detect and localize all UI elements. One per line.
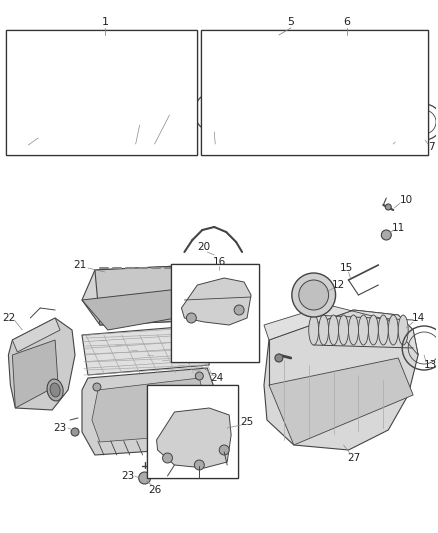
Circle shape <box>106 101 124 119</box>
Bar <box>7 30 198 155</box>
Polygon shape <box>12 318 60 352</box>
Text: 6: 6 <box>343 17 350 27</box>
Text: 22: 22 <box>2 313 15 323</box>
Text: 16: 16 <box>212 257 226 267</box>
Circle shape <box>219 445 229 455</box>
Ellipse shape <box>398 315 408 345</box>
Text: 21: 21 <box>73 260 87 270</box>
Bar <box>147 385 238 478</box>
Ellipse shape <box>50 383 60 397</box>
Circle shape <box>275 354 283 362</box>
Ellipse shape <box>349 315 358 345</box>
Text: 10: 10 <box>399 195 413 205</box>
Polygon shape <box>264 310 418 450</box>
Text: 13: 13 <box>424 360 437 370</box>
Polygon shape <box>264 305 418 355</box>
Text: 23: 23 <box>121 471 134 481</box>
Polygon shape <box>156 408 231 468</box>
Text: 3: 3 <box>274 358 280 368</box>
Polygon shape <box>12 340 58 408</box>
Polygon shape <box>82 368 214 455</box>
Circle shape <box>93 383 101 391</box>
Circle shape <box>34 122 50 138</box>
Circle shape <box>292 273 336 317</box>
Circle shape <box>100 95 130 125</box>
Text: 18: 18 <box>185 378 198 388</box>
Circle shape <box>299 280 328 310</box>
Text: 3: 3 <box>132 142 139 152</box>
Polygon shape <box>92 378 204 442</box>
Ellipse shape <box>47 379 63 401</box>
Text: 19: 19 <box>155 458 168 468</box>
Circle shape <box>381 230 391 240</box>
Text: 2: 2 <box>151 142 158 152</box>
Bar <box>147 385 238 478</box>
Circle shape <box>162 453 173 463</box>
Circle shape <box>234 305 244 315</box>
Text: 8: 8 <box>388 142 395 152</box>
Bar <box>396 138 404 146</box>
Bar <box>7 30 198 155</box>
Text: 15: 15 <box>340 263 353 273</box>
Text: 24: 24 <box>211 373 224 383</box>
Circle shape <box>385 204 391 210</box>
Circle shape <box>195 372 203 380</box>
Polygon shape <box>8 318 75 410</box>
Circle shape <box>28 116 56 144</box>
Polygon shape <box>82 265 214 325</box>
Text: 14: 14 <box>411 313 425 323</box>
Ellipse shape <box>328 315 339 345</box>
Text: 9: 9 <box>212 142 219 152</box>
Bar <box>172 264 259 362</box>
Circle shape <box>187 313 196 323</box>
Ellipse shape <box>368 315 378 345</box>
Polygon shape <box>95 265 204 325</box>
Text: 23: 23 <box>53 423 67 433</box>
Polygon shape <box>269 358 413 445</box>
Text: 11: 11 <box>392 223 405 233</box>
Polygon shape <box>217 65 418 142</box>
Text: 12: 12 <box>332 280 345 290</box>
Polygon shape <box>45 58 184 125</box>
Polygon shape <box>82 285 221 330</box>
Text: 1: 1 <box>101 17 108 27</box>
Ellipse shape <box>378 315 389 345</box>
Text: 5: 5 <box>287 17 294 27</box>
Text: 4: 4 <box>19 142 25 152</box>
Circle shape <box>194 460 204 470</box>
Text: 7: 7 <box>428 142 434 152</box>
Polygon shape <box>181 278 251 325</box>
Polygon shape <box>82 325 209 375</box>
Ellipse shape <box>309 315 319 345</box>
Text: 25: 25 <box>240 417 254 427</box>
Text: 26: 26 <box>148 485 161 495</box>
Ellipse shape <box>339 315 349 345</box>
Ellipse shape <box>358 315 368 345</box>
Circle shape <box>139 472 151 484</box>
Circle shape <box>20 108 64 152</box>
Circle shape <box>71 428 79 436</box>
Bar <box>201 30 428 155</box>
Ellipse shape <box>319 315 328 345</box>
Bar <box>172 264 259 362</box>
Text: 27: 27 <box>347 453 360 463</box>
Text: 20: 20 <box>198 242 211 252</box>
Text: 17: 17 <box>233 348 246 358</box>
Ellipse shape <box>389 315 398 345</box>
Circle shape <box>145 119 151 125</box>
Bar <box>201 30 428 155</box>
